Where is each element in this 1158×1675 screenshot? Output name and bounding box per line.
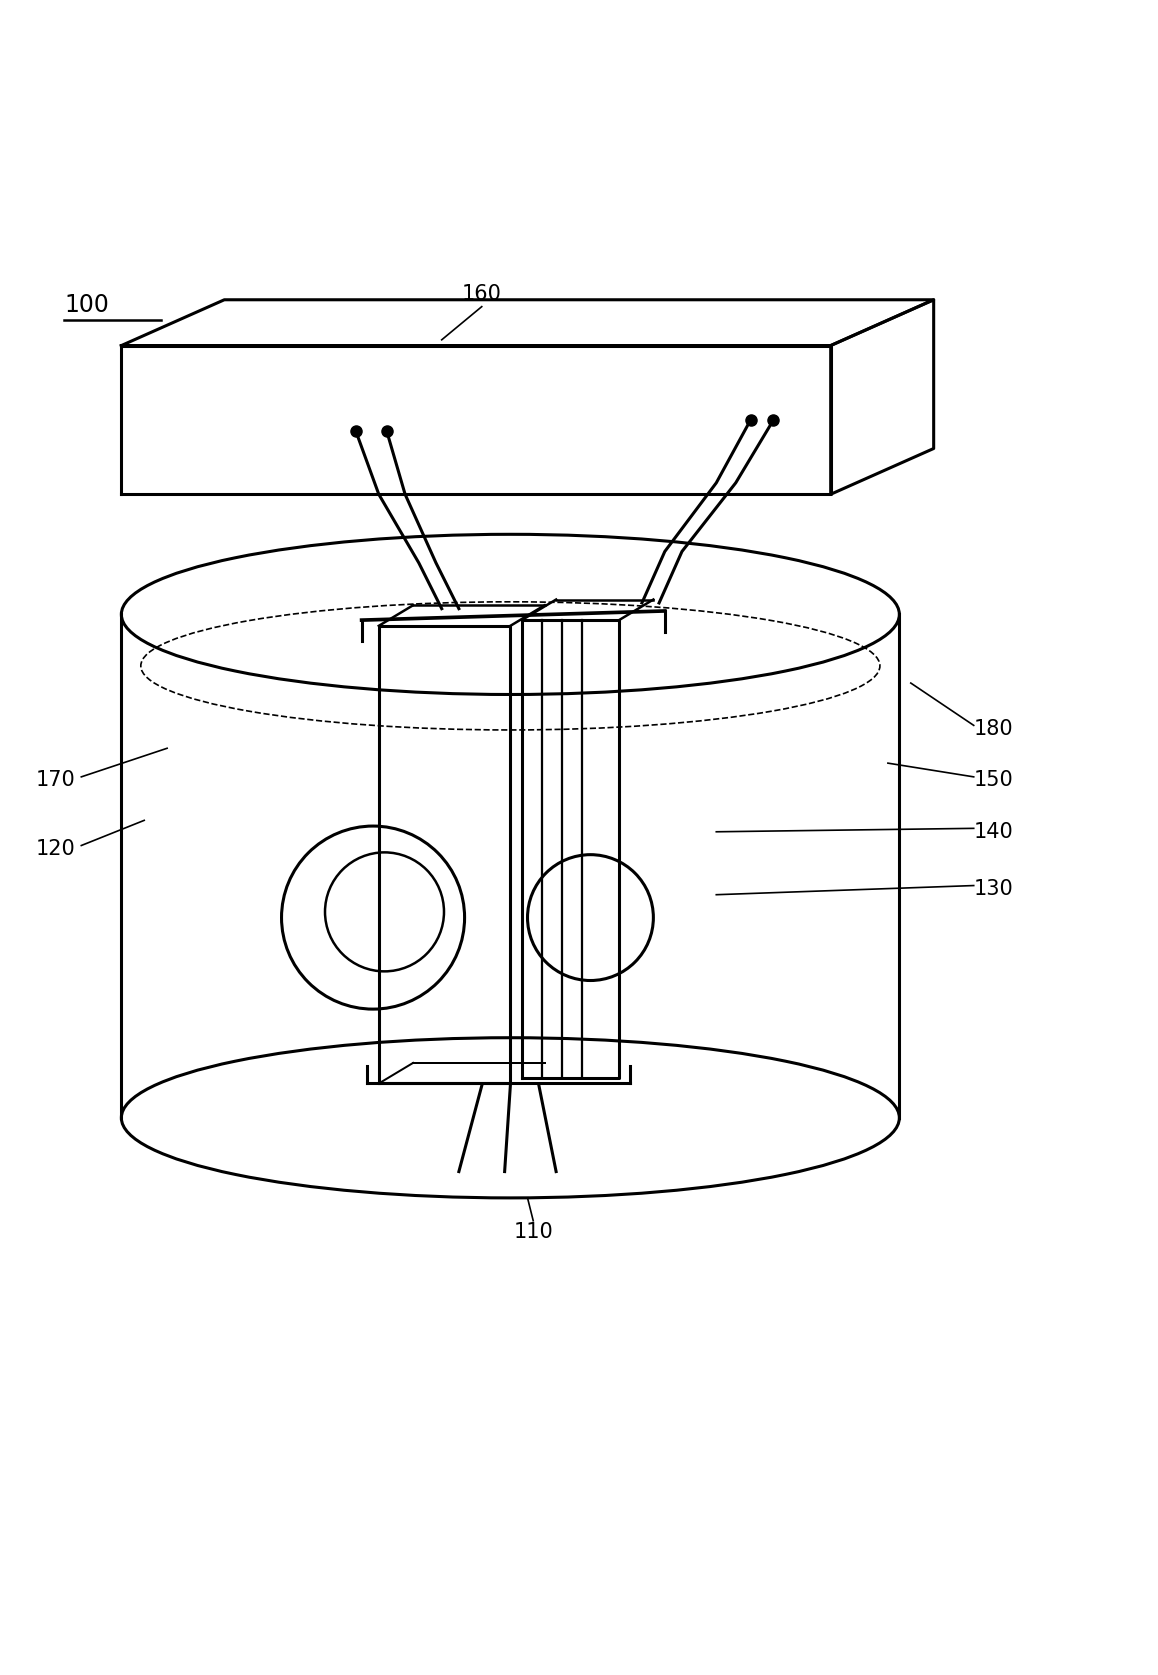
Text: 180: 180 — [974, 719, 1013, 739]
Text: 100: 100 — [64, 293, 109, 318]
Text: 130: 130 — [974, 879, 1013, 899]
Text: 160: 160 — [462, 285, 501, 305]
Text: 140: 140 — [974, 822, 1013, 843]
Text: 110: 110 — [513, 1223, 554, 1243]
Text: 120: 120 — [36, 839, 75, 859]
Text: 170: 170 — [36, 770, 75, 791]
Text: 150: 150 — [974, 770, 1013, 791]
